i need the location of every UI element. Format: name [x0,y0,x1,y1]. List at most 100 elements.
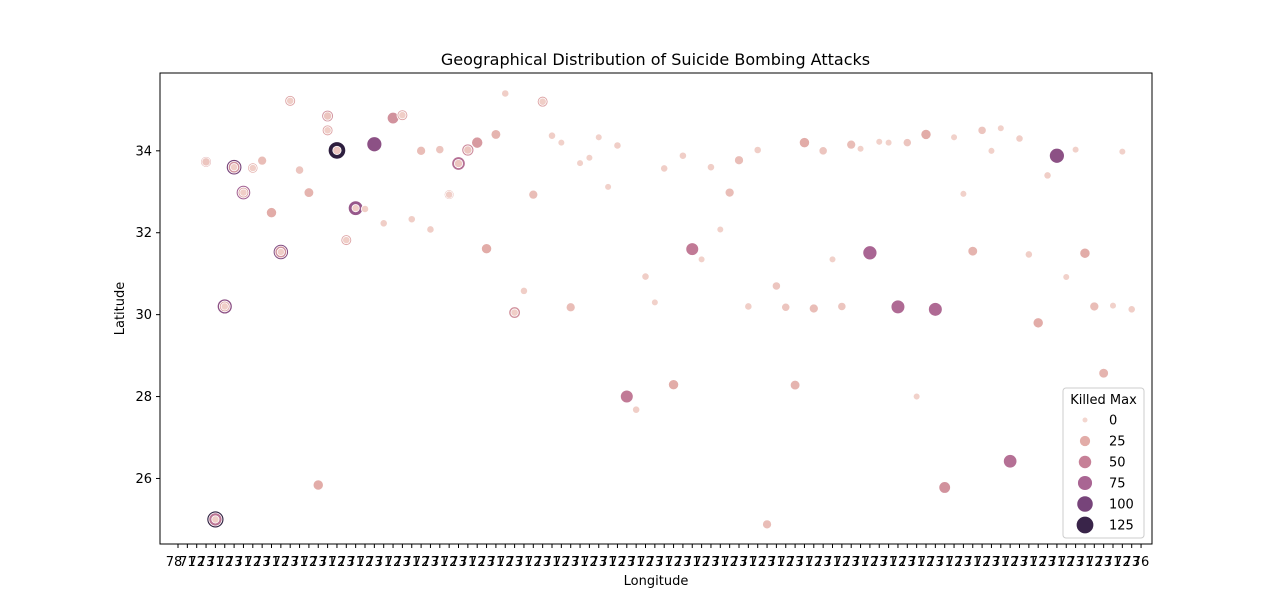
x-tick-label: 71 [852,555,869,570]
x-tick-label: 71 [964,555,981,570]
data-point [902,138,912,148]
legend-label: 0 [1109,414,1117,429]
x-tick-label: 73 [226,555,243,570]
plot-frame [159,72,1153,545]
data-point [490,129,502,140]
x-tick-label: 72 [890,555,907,570]
data-point [323,126,332,135]
legend-marker [1078,455,1092,469]
data-point [594,133,603,142]
x-tick-label: 72 [637,555,654,570]
x-tick-labels-last: 76 [1133,555,1150,570]
data-point [1118,147,1127,156]
data-point [481,243,493,255]
data-point [753,145,762,155]
data-point [565,302,576,313]
data-point [323,111,333,121]
x-tick-label: 72 [777,555,794,570]
x-tick-label: 71 [740,555,757,570]
x-tick-label: 73 [254,555,271,570]
x-tick-label: 71 [207,555,224,570]
data-point [557,138,566,147]
x-tick-label: 72 [245,555,262,570]
x-tick-label: 73 [1011,555,1028,570]
data-point [890,299,906,315]
x-tick-label: 71 [432,555,449,570]
x-tick-label: 73 [815,555,832,570]
legend-marker [1079,435,1091,447]
x-tick-label: 71 [235,555,252,570]
legend-label: 100 [1109,498,1134,513]
data-point [619,389,634,404]
data-point [828,255,837,264]
data-point [1089,301,1100,312]
x-tick-label: 73 [899,555,916,570]
data-point [312,479,324,491]
x-tick-label: 71 [768,555,785,570]
data-point [453,158,464,169]
data-point [538,97,547,106]
x-tick-label: 72 [525,555,542,570]
data-point [585,153,594,162]
data-point [651,298,659,307]
legend-label: 25 [1109,435,1126,450]
data-point [678,151,687,160]
x-tick-label: 72 [693,555,710,570]
data-point [528,189,539,200]
data-point [398,111,407,120]
x-tick-label: 71 [319,555,336,570]
data-point [950,133,958,142]
data-point [366,136,383,153]
x-tick-label: 71 [712,555,729,570]
data-point [875,137,884,146]
x-tick-label: 73 [366,555,383,570]
x-axis-label: Longitude [624,574,689,589]
legend-marker [1076,516,1094,534]
x-tick-label: 72 [273,555,290,570]
x-tick-label: 72 [1086,555,1103,570]
x-tick-label: 73 [871,555,888,570]
y-tick-label: 34 [135,144,152,159]
x-tick-label: 71 [488,555,505,570]
data-point [632,405,641,414]
x-tick-label: 72 [749,555,766,570]
x-tick-label: 73 [562,555,579,570]
y-tick-label: 26 [135,472,152,487]
data-point [342,236,351,245]
data-point [379,219,388,228]
x-tick-label: 71 [1021,555,1038,570]
x-tick-label: 73 [198,555,215,570]
data-point [211,515,220,524]
x-tick-label: 73 [478,555,495,570]
x-tick-label: 71 [908,555,925,570]
x-tick-label: 71 [544,555,561,570]
data-point [416,145,427,156]
data-point [697,255,706,264]
data-point [1024,250,1033,259]
data-point [265,207,278,219]
data-point [912,392,921,401]
data-point [837,301,847,312]
x-tick-label: 72 [1058,555,1075,570]
x-tick-label: 71 [1077,555,1094,570]
data-point [798,137,810,149]
x-tick-label: 73 [1039,555,1056,570]
x-tick-label: 72 [1114,555,1131,570]
data-point [1062,273,1071,281]
x-tick-label: 72 [806,555,823,570]
data-point [286,96,295,105]
data-point [576,159,584,167]
data-point [818,146,828,156]
x-tick-label: 71 [600,555,617,570]
x-tick-label: 73 [310,555,327,570]
legend-label: 125 [1109,519,1134,534]
legend-marker [1077,475,1093,491]
x-tick-label: 72 [216,555,233,570]
data-point [1071,145,1080,154]
x-tick-label: 73 [675,555,692,570]
data-point [471,136,484,149]
x-tick-label: 72 [834,555,851,570]
data-point [303,187,315,198]
x-tick-label: 72 [1002,555,1019,570]
